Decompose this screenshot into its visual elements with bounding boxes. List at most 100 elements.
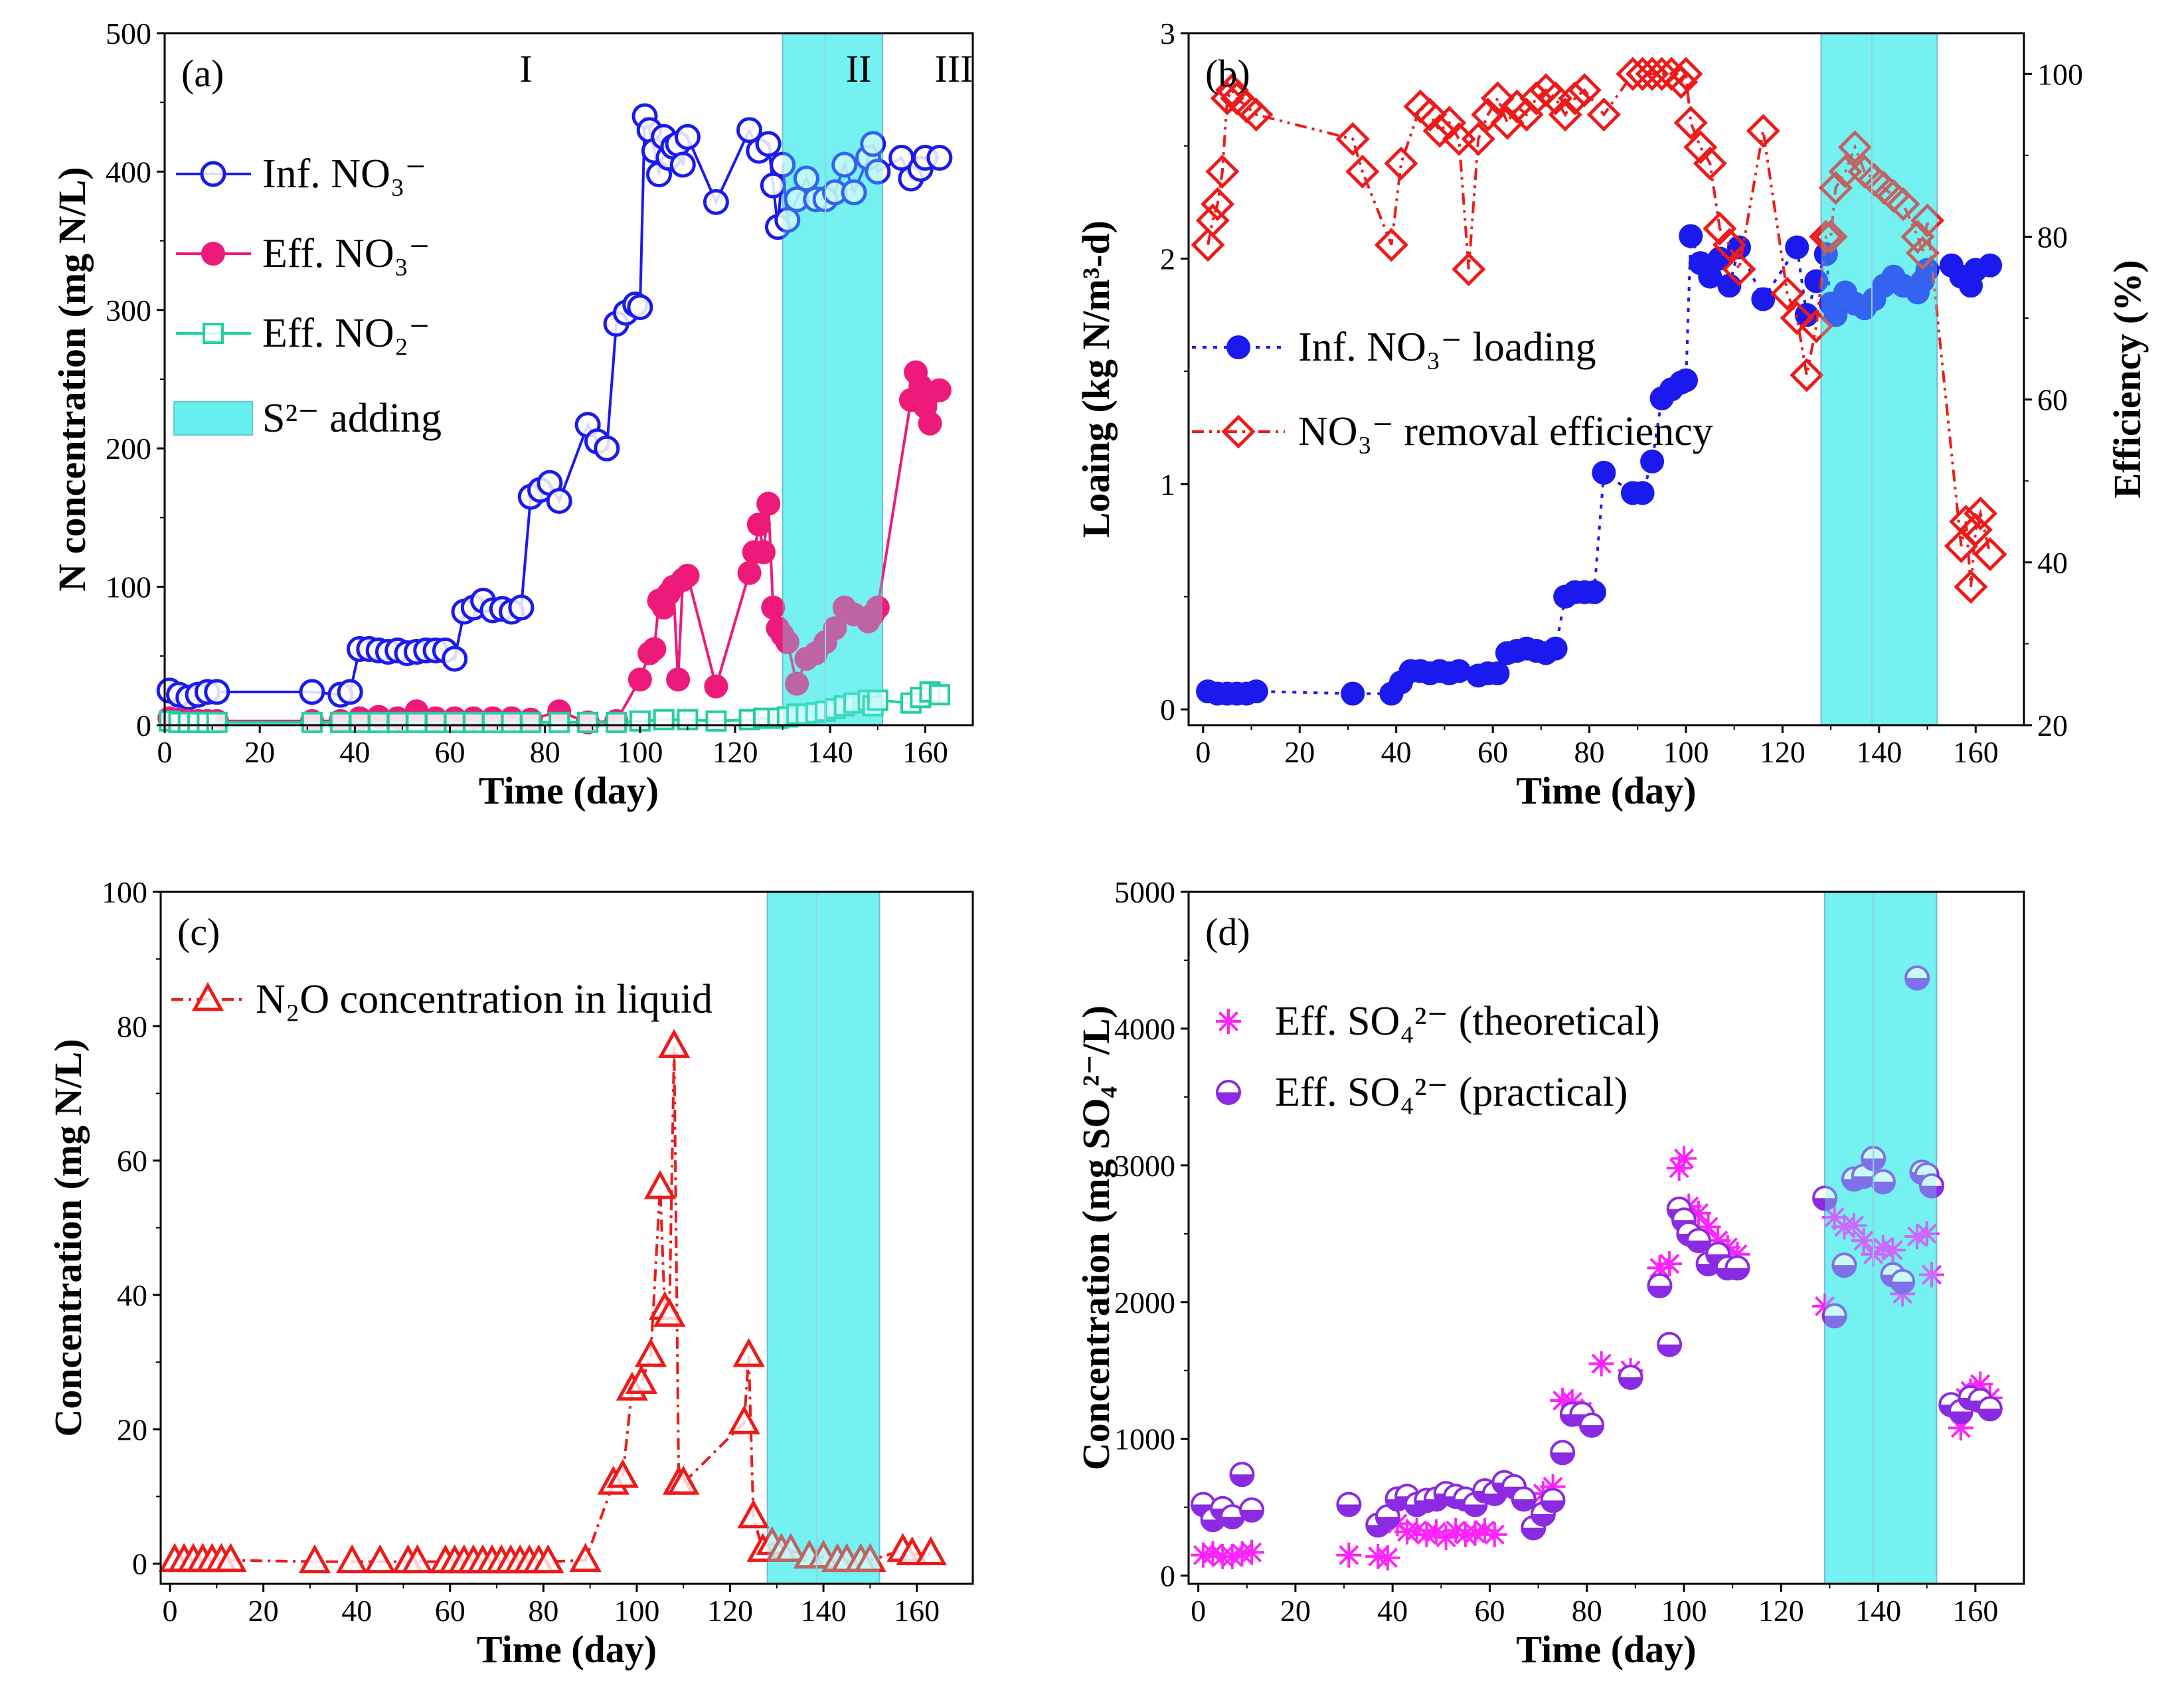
data-point (643, 1169, 677, 1199)
data-point (1813, 1198, 1837, 1210)
data-point (896, 1536, 928, 1565)
data-point (628, 667, 652, 692)
x-axis-title: Time (day) (479, 769, 659, 812)
legend-label: Eff. SO₄²⁻ (practical) (1275, 1070, 1628, 1115)
data-point (532, 1544, 564, 1574)
data-point (1452, 252, 1486, 287)
data-point (1485, 661, 1510, 685)
x-tick-label: 100 (1663, 735, 1709, 769)
data-point (1403, 89, 1438, 124)
legend-marker (1221, 414, 1256, 449)
x-tick-label: 60 (435, 1594, 465, 1628)
data-point (642, 637, 667, 661)
band-overlay (782, 33, 882, 725)
data-point (1548, 98, 1582, 132)
data-point (1201, 1519, 1224, 1531)
data-point (1799, 309, 1833, 343)
series-markers (1191, 56, 2007, 604)
legend-label: Inf. NO₃⁻ (262, 151, 426, 197)
data-point (756, 491, 781, 516)
data-point (865, 595, 890, 620)
y-axis-title: Loaing (kg N/m³-d) (1074, 220, 1118, 538)
data-point (1190, 1542, 1216, 1568)
data-point (704, 674, 728, 699)
data-point (1195, 203, 1230, 238)
data-point (1531, 1513, 1554, 1525)
data-point (577, 711, 599, 733)
data-point (368, 711, 390, 733)
data-point (1841, 1213, 1867, 1238)
data-point (841, 179, 867, 206)
data-point (1870, 1235, 1896, 1260)
y-axis-title: Concentration (mg SO₄²⁻/L) (1074, 1005, 1118, 1470)
y-axis-title: N concentration (mg N/L) (50, 167, 94, 592)
y-tick-label: 5000 (1114, 875, 1175, 909)
data-point (1205, 154, 1240, 189)
data-point (1673, 106, 1708, 140)
x-axis-title: Time (day) (1516, 1628, 1696, 1671)
data-point (1201, 187, 1235, 221)
phase-label: I (519, 47, 532, 90)
series-markers (156, 103, 953, 711)
data-point (329, 711, 351, 733)
data-point (1384, 146, 1418, 181)
data-point (1472, 1517, 1498, 1543)
x-tick-label: 80 (528, 1594, 558, 1628)
legend-label: S²⁻ adding (262, 396, 442, 441)
x-tick-label: 40 (1377, 1594, 1408, 1628)
y2-tick-label: 40 (2037, 546, 2068, 580)
data-point (1673, 368, 1698, 392)
data-point (508, 594, 535, 621)
data-point (481, 711, 503, 733)
data-point (1871, 1181, 1894, 1193)
x-tick-label: 120 (712, 735, 758, 769)
x-tick-label: 160 (894, 1594, 940, 1628)
legend: Eff. SO₄²⁻ (theoretical) Eff. SO₄²⁻ (prac… (1216, 999, 1660, 1115)
data-point (401, 1544, 434, 1574)
data-point (1671, 1146, 1697, 1171)
data-point (1365, 1543, 1391, 1569)
data-point (1906, 978, 1929, 989)
data-point (1580, 1425, 1604, 1437)
data-point (1851, 1228, 1877, 1254)
data-point (629, 710, 651, 732)
x-tick-label: 160 (1953, 735, 1999, 769)
band-overlay (1825, 892, 1937, 1584)
data-point (1645, 56, 1679, 91)
data-point (1712, 228, 1746, 262)
data-point (1679, 224, 1703, 248)
data-point (831, 151, 858, 178)
series-markers (1190, 965, 2003, 1541)
series-line (1207, 70, 1992, 587)
band-overlay (1821, 33, 1938, 725)
legend-marker (201, 242, 225, 266)
data-point (1341, 681, 1365, 706)
data-point (928, 684, 950, 706)
data-point (653, 1298, 686, 1327)
data-point (736, 117, 763, 143)
x-tick-label: 100 (617, 735, 663, 769)
x-tick-label: 100 (1661, 1594, 1707, 1628)
data-point (1968, 1371, 1993, 1397)
y-tick-label: 0 (1160, 1559, 1175, 1593)
x-tick-label: 60 (435, 735, 465, 769)
data-point (1833, 1265, 1856, 1277)
x-tick-label: 140 (807, 735, 853, 769)
data-point (1693, 146, 1727, 181)
legend: Inf. NO₃⁻ Eff. NO₃⁻ Eff. NO₂⁻ S²⁻ adding (173, 151, 442, 441)
data-point (1191, 228, 1225, 262)
data-point (299, 679, 325, 705)
data-point (1687, 1240, 1710, 1252)
x-tick-label: 120 (707, 1594, 753, 1628)
data-point (1964, 496, 1998, 531)
y2-tick-label: 80 (2037, 220, 2068, 254)
data-point (1240, 1509, 1264, 1521)
data-point (1804, 269, 1829, 294)
y-tick-label: 3 (1160, 17, 1175, 50)
x-tick-label: 140 (801, 1594, 847, 1628)
data-point (1780, 301, 1814, 335)
x-tick-label: 160 (902, 735, 948, 769)
data-point (770, 151, 796, 178)
x-tick-label: 120 (1760, 735, 1805, 769)
